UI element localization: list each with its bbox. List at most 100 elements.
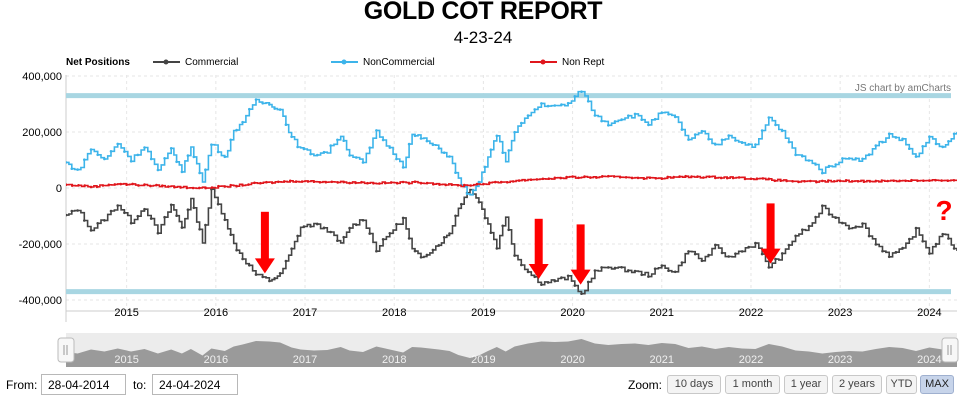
data-point: [946, 179, 950, 182]
data-point: [302, 147, 306, 151]
data-point: [89, 229, 93, 232]
data-point: [821, 171, 824, 175]
legend-item-noncommercial[interactable]: NonCommercial: [331, 57, 435, 68]
data-point: [720, 138, 724, 142]
scrollbar-left-handle[interactable]: [57, 337, 75, 363]
data-point: [229, 183, 232, 187]
data-point: [454, 214, 457, 218]
to-date-input[interactable]: [152, 374, 238, 395]
zoom-1-year-button[interactable]: 1 year: [784, 375, 828, 394]
data-point: [109, 150, 113, 153]
x-tick-label: 2024: [917, 307, 941, 319]
data-point: [801, 228, 804, 231]
data-point: [448, 155, 451, 158]
data-point: [149, 157, 153, 161]
data-point: [684, 174, 687, 178]
data-point: [642, 177, 646, 180]
zoom-ytd-button[interactable]: YTD: [886, 375, 917, 394]
data-point: [941, 232, 944, 236]
data-point: [348, 154, 351, 157]
data-point: [444, 183, 448, 187]
data-point: [618, 175, 622, 179]
data-point: [755, 177, 759, 180]
series-line-commercial: [66, 188, 957, 295]
data-point: [680, 261, 684, 264]
legend-label-noncommercial: NonCommercial: [363, 57, 435, 68]
data-point: [273, 277, 277, 280]
data-point: [204, 223, 207, 227]
data-point: [580, 90, 583, 93]
data-point: [229, 138, 232, 142]
data-point: [595, 176, 598, 179]
data-point: [76, 168, 79, 171]
data-point: [259, 181, 262, 185]
data-point: [179, 186, 182, 189]
data-point: [248, 264, 251, 267]
data-point: [803, 180, 806, 183]
data-point: [348, 181, 351, 185]
data-point: [887, 132, 891, 136]
data-point: [573, 95, 577, 98]
data-point: [908, 237, 911, 241]
data-point: [471, 189, 475, 192]
zoom-max-button[interactable]: MAX: [920, 375, 954, 394]
data-point: [192, 155, 196, 159]
data-point: [647, 123, 650, 127]
chart-credit[interactable]: JS chart by amCharts: [855, 83, 951, 94]
data-point: [155, 183, 158, 187]
legend-item-commercial[interactable]: Commercial: [153, 57, 238, 68]
data-point: [495, 134, 499, 138]
data-point: [271, 181, 274, 185]
data-point: [707, 253, 710, 257]
zoom-1-month-button[interactable]: 1 month: [725, 375, 780, 394]
scrollbar-navigator[interactable]: 2015 2016 2017 2018 2019 2020 2021 2022 2023 2024: [57, 333, 959, 367]
data-point: [505, 181, 509, 184]
data-point: [454, 171, 457, 174]
chart-area[interactable]: Net Positions Commercial NonCommercial N…: [0, 0, 966, 372]
data-point: [580, 292, 583, 296]
zoom-2-years-button[interactable]: 2 years: [832, 375, 882, 394]
data-point: [342, 180, 346, 184]
data-point: [316, 153, 319, 157]
data-point: [501, 151, 505, 154]
data-point: [607, 266, 610, 269]
data-point: [450, 183, 454, 187]
data-point: [862, 180, 866, 183]
data-point: [821, 204, 824, 207]
data-point: [910, 178, 913, 182]
data-point: [296, 234, 299, 238]
data-point: [780, 129, 784, 132]
data-point: [210, 186, 214, 189]
legend-item-nonrept[interactable]: Non Rept: [530, 57, 604, 68]
data-point: [175, 214, 178, 217]
data-point: [553, 104, 557, 107]
data-point: [630, 176, 634, 180]
data-point: [163, 215, 166, 219]
data-point: [916, 179, 919, 183]
data-point: [116, 204, 119, 207]
from-date-input[interactable]: [41, 374, 126, 395]
data-point: [395, 222, 398, 226]
reference-lines: [66, 93, 951, 295]
data-point: [495, 247, 499, 250]
data-point: [241, 257, 244, 261]
data-point: [186, 208, 190, 211]
data-point: [667, 113, 670, 116]
data-point: [501, 224, 505, 228]
data-point: [627, 114, 630, 117]
data-point: [123, 150, 126, 153]
data-point: [725, 176, 729, 180]
scrollbar-right-handle[interactable]: [941, 337, 959, 363]
data-point: [856, 180, 860, 183]
data-point: [934, 242, 938, 246]
data-point: [265, 180, 268, 184]
data-point: [329, 230, 333, 234]
data-point: [952, 179, 956, 182]
data-point: [760, 129, 764, 132]
data-point: [389, 181, 393, 184]
data-point: [593, 114, 597, 117]
series-lines[interactable]: [65, 90, 957, 296]
data-point: [693, 252, 697, 256]
zoom-10-days-button[interactable]: 10 days: [667, 375, 721, 394]
data-point: [235, 184, 238, 188]
